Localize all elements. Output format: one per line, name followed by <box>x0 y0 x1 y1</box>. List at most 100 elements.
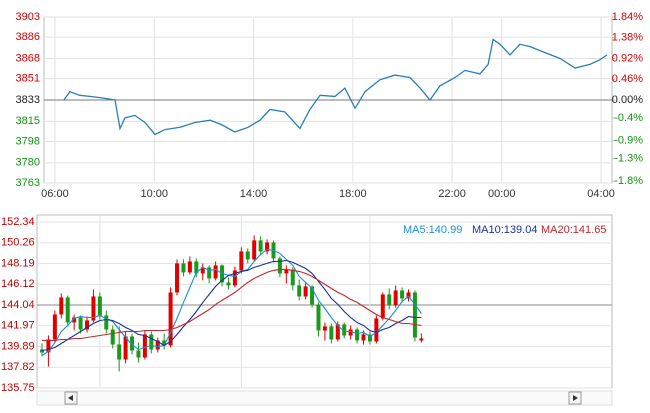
y-tick-label: 3833 <box>16 94 40 106</box>
y2-tick-label: 0.00% <box>612 94 643 106</box>
y-tick-label: 3903 <box>16 11 40 23</box>
x-tick-label: 10:00 <box>140 188 168 200</box>
legend-entry: MA10:139.04 <box>472 224 537 236</box>
y2-tick-label: 0.46% <box>612 73 643 85</box>
arrow-left <box>68 395 73 401</box>
y-tick-label: 135.75 <box>1 382 35 394</box>
candle-body <box>361 334 366 341</box>
candle-body <box>65 297 70 323</box>
intraday-chart: 06:00 10:00 14:00 18:00 22:00 00:00 04:00 3903 3… <box>16 11 644 200</box>
candle-body <box>130 336 135 351</box>
x-tick-label: 14:00 <box>240 188 268 200</box>
y-tick-label: 146.12 <box>1 278 35 290</box>
candle-body <box>46 339 51 353</box>
ma-line <box>41 259 422 352</box>
candle-body <box>355 329 360 341</box>
candle-body <box>412 292 417 338</box>
legend-entry: MA20:141.65 <box>541 224 606 236</box>
candle-body <box>52 314 57 340</box>
candle-body <box>322 326 327 331</box>
candle-body <box>316 304 321 331</box>
scrollbar <box>36 390 613 406</box>
y-tick-label: 141.97 <box>1 320 35 332</box>
candle-body <box>380 294 385 319</box>
x-tick-label: 00:00 <box>488 188 516 200</box>
y-tick-label: 139.89 <box>1 340 35 352</box>
candle-body <box>284 269 289 274</box>
candle-body <box>342 324 347 336</box>
candle-body <box>187 261 192 273</box>
candle-body <box>335 324 340 340</box>
candle-body <box>419 338 424 341</box>
candle-body <box>290 269 295 286</box>
candle-body <box>303 286 308 297</box>
y2-tick-label: -1.3% <box>614 153 643 165</box>
y2-tick-label: -0.4% <box>614 112 643 124</box>
candle-body <box>117 344 122 360</box>
candle-body <box>110 329 115 345</box>
y-tick-label: 150.26 <box>1 237 35 249</box>
candle-body <box>400 290 405 299</box>
legend-entry: MA5:140.99 <box>403 224 462 236</box>
candle-body <box>329 326 334 340</box>
candle-body <box>258 240 263 252</box>
candle-body <box>245 251 250 260</box>
y2-tick-label: 1.84% <box>612 11 643 23</box>
y-tick-label: 3851 <box>16 73 40 85</box>
candle-body <box>168 292 173 346</box>
scroll-track <box>36 390 613 406</box>
y2-tick-label: -0.9% <box>614 135 643 147</box>
price-line <box>63 38 608 136</box>
x-tick-label: 06:00 <box>41 188 69 200</box>
x-tick-label: 04:00 <box>587 188 615 200</box>
candle-body <box>85 320 90 330</box>
candle-body <box>393 290 398 306</box>
y2-tick-label: 0.92% <box>612 52 643 64</box>
candle-body <box>277 258 282 274</box>
arrow-right <box>573 395 578 401</box>
candle-body <box>181 263 186 273</box>
candle-body <box>265 242 270 252</box>
y-tick-label: 3798 <box>16 135 40 147</box>
y-tick-label: 144.04 <box>1 299 35 311</box>
candle-body <box>194 261 199 274</box>
y2-tick-label: -1.8% <box>614 175 643 187</box>
y-tick-label: 3868 <box>16 52 40 64</box>
candle-body <box>348 329 353 336</box>
y-tick-label: 3780 <box>16 157 40 169</box>
candle-body <box>226 282 231 286</box>
candle-body <box>310 286 315 305</box>
ma-line <box>42 268 422 342</box>
y-tick-label: 3886 <box>16 31 40 43</box>
candle-body <box>367 334 372 342</box>
candle-body <box>40 349 44 353</box>
candle-body <box>123 336 128 360</box>
y-tick-label: 137.82 <box>1 361 35 373</box>
candle-body <box>72 317 77 323</box>
candle-body <box>155 340 160 350</box>
candle-body <box>297 285 302 297</box>
candle-body <box>175 263 180 293</box>
candle-body <box>78 317 83 330</box>
candle-body <box>136 350 141 358</box>
y-tick-label: 152.34 <box>1 216 35 228</box>
ma-line <box>41 248 422 356</box>
candle-body <box>162 340 167 346</box>
candle-body <box>213 265 218 279</box>
candle-body <box>207 267 212 279</box>
candle-body <box>406 292 411 299</box>
candle-body <box>142 334 147 358</box>
candle-body <box>59 297 64 315</box>
candle-body <box>387 294 392 306</box>
candle-body <box>374 318 379 342</box>
candle-body <box>91 296 96 321</box>
x-tick-label: 22:00 <box>438 188 466 200</box>
candle-body <box>97 296 102 316</box>
y-tick-label: 148.19 <box>1 257 35 269</box>
candle-body <box>149 334 154 350</box>
candle-body <box>104 315 109 330</box>
x-tick-label: 18:00 <box>339 188 367 200</box>
candle-body <box>200 267 205 274</box>
candlestick-chart: 152.34 150.26 148.19 146.12 144.04 141.97 139.… <box>1 214 613 404</box>
